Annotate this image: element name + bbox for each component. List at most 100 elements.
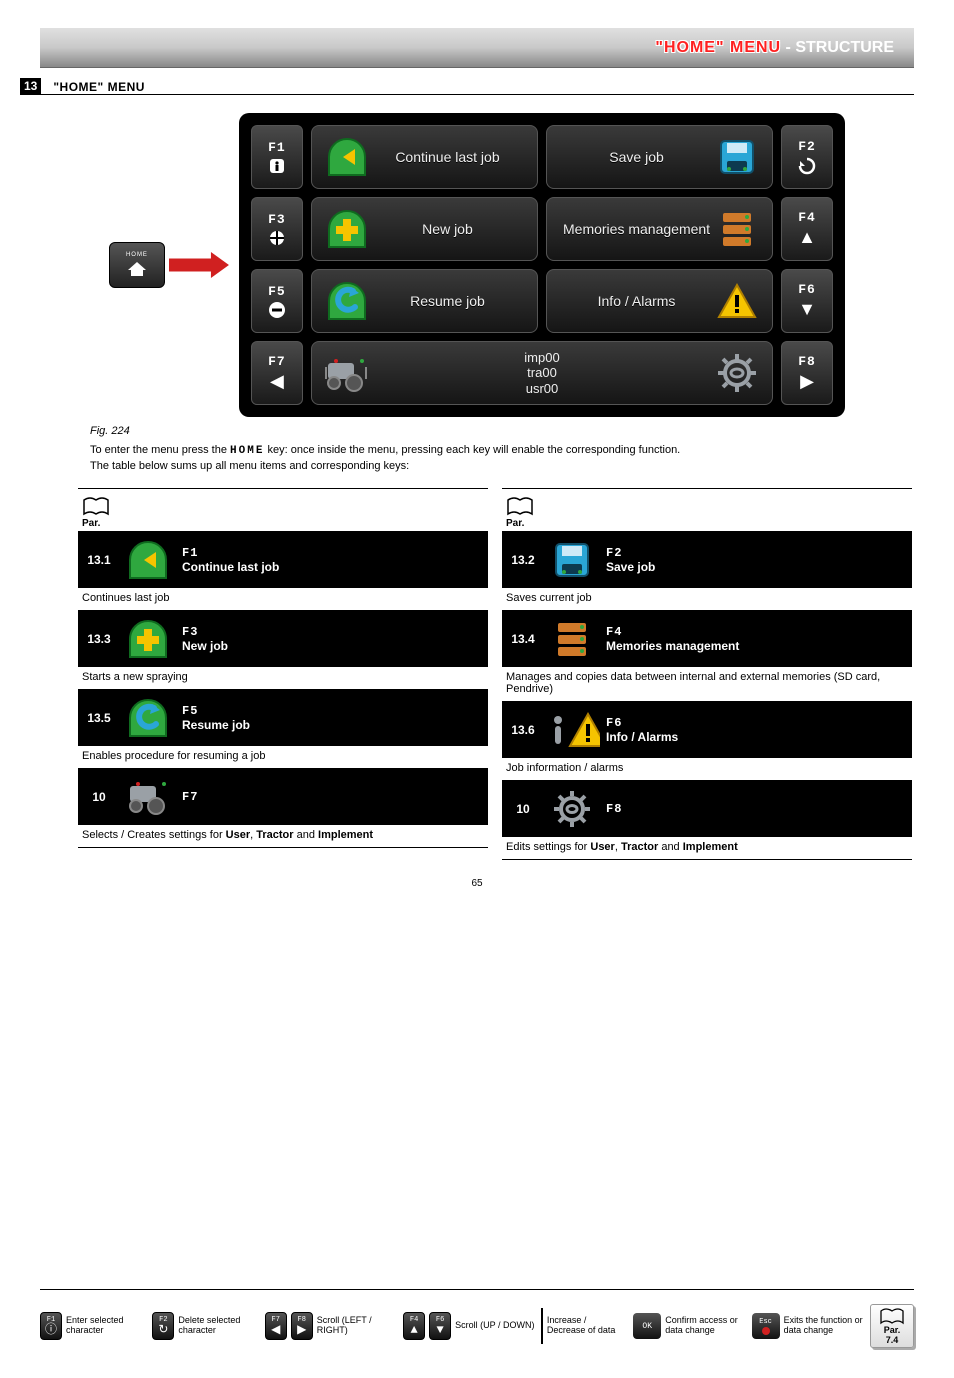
- foot-par-ref: Par. 7.4: [870, 1304, 914, 1348]
- f1-key[interactable]: F1: [251, 125, 303, 189]
- memories-icon: [544, 615, 600, 663]
- foot-delete: F2↻ Delete selected character: [152, 1312, 258, 1340]
- home-key-block: HOME: [109, 242, 229, 288]
- par-label-right: Par.: [506, 518, 524, 529]
- table-row: 13.1 F1Continue last job Continues last …: [78, 532, 488, 611]
- f5-label: F5: [268, 284, 286, 299]
- f4-key[interactable]: F4 ▲: [781, 197, 833, 261]
- row-fkey: F1: [182, 546, 279, 560]
- row-fkey: F3: [182, 625, 228, 639]
- home-key[interactable]: HOME: [109, 242, 165, 288]
- f1-small-key[interactable]: F1ⓘ: [40, 1312, 62, 1340]
- row-num: 13.5: [78, 711, 120, 725]
- f4-small-key[interactable]: F4▲: [403, 1312, 425, 1340]
- row-desc: Edits settings for User, Tractor and Imp…: [502, 837, 912, 859]
- book-icon: [879, 1307, 905, 1325]
- menu-new-job[interactable]: New job: [311, 197, 538, 261]
- settings-line2: tra00: [370, 365, 714, 381]
- row-fkey: F4: [606, 625, 739, 639]
- f6-small-key[interactable]: F6▼: [429, 1312, 451, 1340]
- row-desc: Saves current job: [502, 588, 912, 610]
- table-row: 13.4 F4Memories management Manages and c…: [502, 611, 912, 702]
- info-icon: ⓘ: [45, 1324, 57, 1336]
- f6-key[interactable]: F6 ▼: [781, 269, 833, 333]
- menu-settings-row[interactable]: imp00 tra00 usr00: [311, 341, 773, 405]
- par-label-left: Par.: [82, 518, 100, 529]
- row-fkey: F6: [606, 716, 678, 730]
- ok-key[interactable]: OK: [633, 1313, 661, 1339]
- resume-icon: [324, 278, 370, 324]
- info-alarm-icon: [544, 706, 600, 754]
- foot-esc: Esc Exits the function or data change: [752, 1313, 864, 1339]
- arrow-left-icon: ◀: [270, 371, 284, 392]
- resume-icon: [120, 694, 176, 742]
- intro-prefix: To enter the menu press the: [90, 444, 230, 456]
- row-name: Continue last job: [182, 560, 279, 574]
- settings-line3: usr00: [370, 381, 714, 397]
- row-fkey: F8: [606, 802, 622, 816]
- row-num: 10: [78, 790, 120, 804]
- arrow-down-icon: ▼: [798, 299, 816, 320]
- menu-save-job[interactable]: Save job: [546, 125, 773, 189]
- f7-key[interactable]: F7 ◀: [251, 341, 303, 405]
- table-row: 10 F8 Edits settings for User, Tractor a…: [502, 781, 912, 860]
- menu-resume-job[interactable]: Resume job: [311, 269, 538, 333]
- tractor-icon: [120, 773, 176, 821]
- f5-key[interactable]: F5: [251, 269, 303, 333]
- save-icon: [544, 536, 600, 584]
- f8-key[interactable]: F8 ▶: [781, 341, 833, 405]
- par-header-left: Par.: [78, 488, 488, 532]
- menu-info-alarms[interactable]: Info / Alarms: [546, 269, 773, 333]
- esc-key[interactable]: Esc: [752, 1313, 780, 1339]
- target-icon: [268, 229, 286, 247]
- intro-suffix: key: once inside the menu, pressing each…: [264, 444, 680, 456]
- foot-text: Delete selected character: [178, 1316, 258, 1336]
- menu-resume-label: Resume job: [370, 293, 525, 309]
- foot-text: Scroll (UP / DOWN): [455, 1321, 534, 1331]
- arrow-right-icon: [169, 252, 229, 278]
- f2-key[interactable]: F2: [781, 125, 833, 189]
- f8-small-key[interactable]: F8▶: [291, 1312, 313, 1340]
- table-row: 13.2 F2Save job Saves current job: [502, 532, 912, 611]
- row-num: 13.2: [502, 553, 544, 567]
- intro-text: To enter the menu press the HOME key: on…: [90, 443, 954, 474]
- foot-par-num: 7.4: [886, 1335, 899, 1345]
- foot-ok: OK Confirm access or data change: [633, 1313, 745, 1339]
- f2-small-key[interactable]: F2↻: [152, 1312, 174, 1340]
- f3-key[interactable]: F3: [251, 197, 303, 261]
- f7-small-key[interactable]: F7◀: [265, 1312, 287, 1340]
- gear-icon: [714, 350, 760, 396]
- row-desc: Continues last job: [78, 588, 488, 610]
- menu-save-label: Save job: [559, 149, 714, 165]
- row-num: 13.3: [78, 632, 120, 646]
- page-number: 65: [0, 878, 954, 889]
- menu-panel: F1 Continue last job Save job F2: [239, 113, 845, 417]
- row-desc: Job information / alarms: [502, 758, 912, 780]
- par-header-right: Par.: [502, 488, 912, 532]
- foot-text: Exits the function or data change: [784, 1316, 864, 1336]
- header-emph: "HOME" MENU: [655, 39, 781, 56]
- f3-label: F3: [268, 212, 286, 227]
- rotate-icon: ↻: [158, 1324, 168, 1336]
- intro-homekey: HOME: [230, 445, 264, 457]
- row-num: 10: [502, 802, 544, 816]
- row-desc: Enables procedure for resuming a job: [78, 746, 488, 768]
- divider: [541, 1308, 543, 1344]
- section-heading: 13 "HOME" MENU: [20, 78, 914, 95]
- foot-text: Scroll (LEFT / RIGHT): [317, 1316, 397, 1336]
- row-num: 13.4: [502, 632, 544, 646]
- arrow-left-icon: ◀: [271, 1324, 280, 1336]
- save-icon: [714, 134, 760, 180]
- foot-par-label: Par.: [884, 1325, 901, 1335]
- intro-line2: The table below sums up all menu items a…: [90, 460, 409, 472]
- menu-memories-management[interactable]: Memories management: [546, 197, 773, 261]
- menu-continue-last-job[interactable]: Continue last job: [311, 125, 538, 189]
- alarm-icon: [714, 278, 760, 324]
- row-desc: Starts a new spraying: [78, 667, 488, 689]
- table-row: 13.3 F3New job Starts a new spraying: [78, 611, 488, 690]
- row-name: Memories management: [606, 639, 739, 653]
- foot-text: Increase / Decrease of data: [547, 1316, 627, 1336]
- header-rest: - STRUCTURE: [781, 39, 894, 56]
- menu-new-label: New job: [370, 221, 525, 237]
- red-dot-icon: [762, 1327, 770, 1335]
